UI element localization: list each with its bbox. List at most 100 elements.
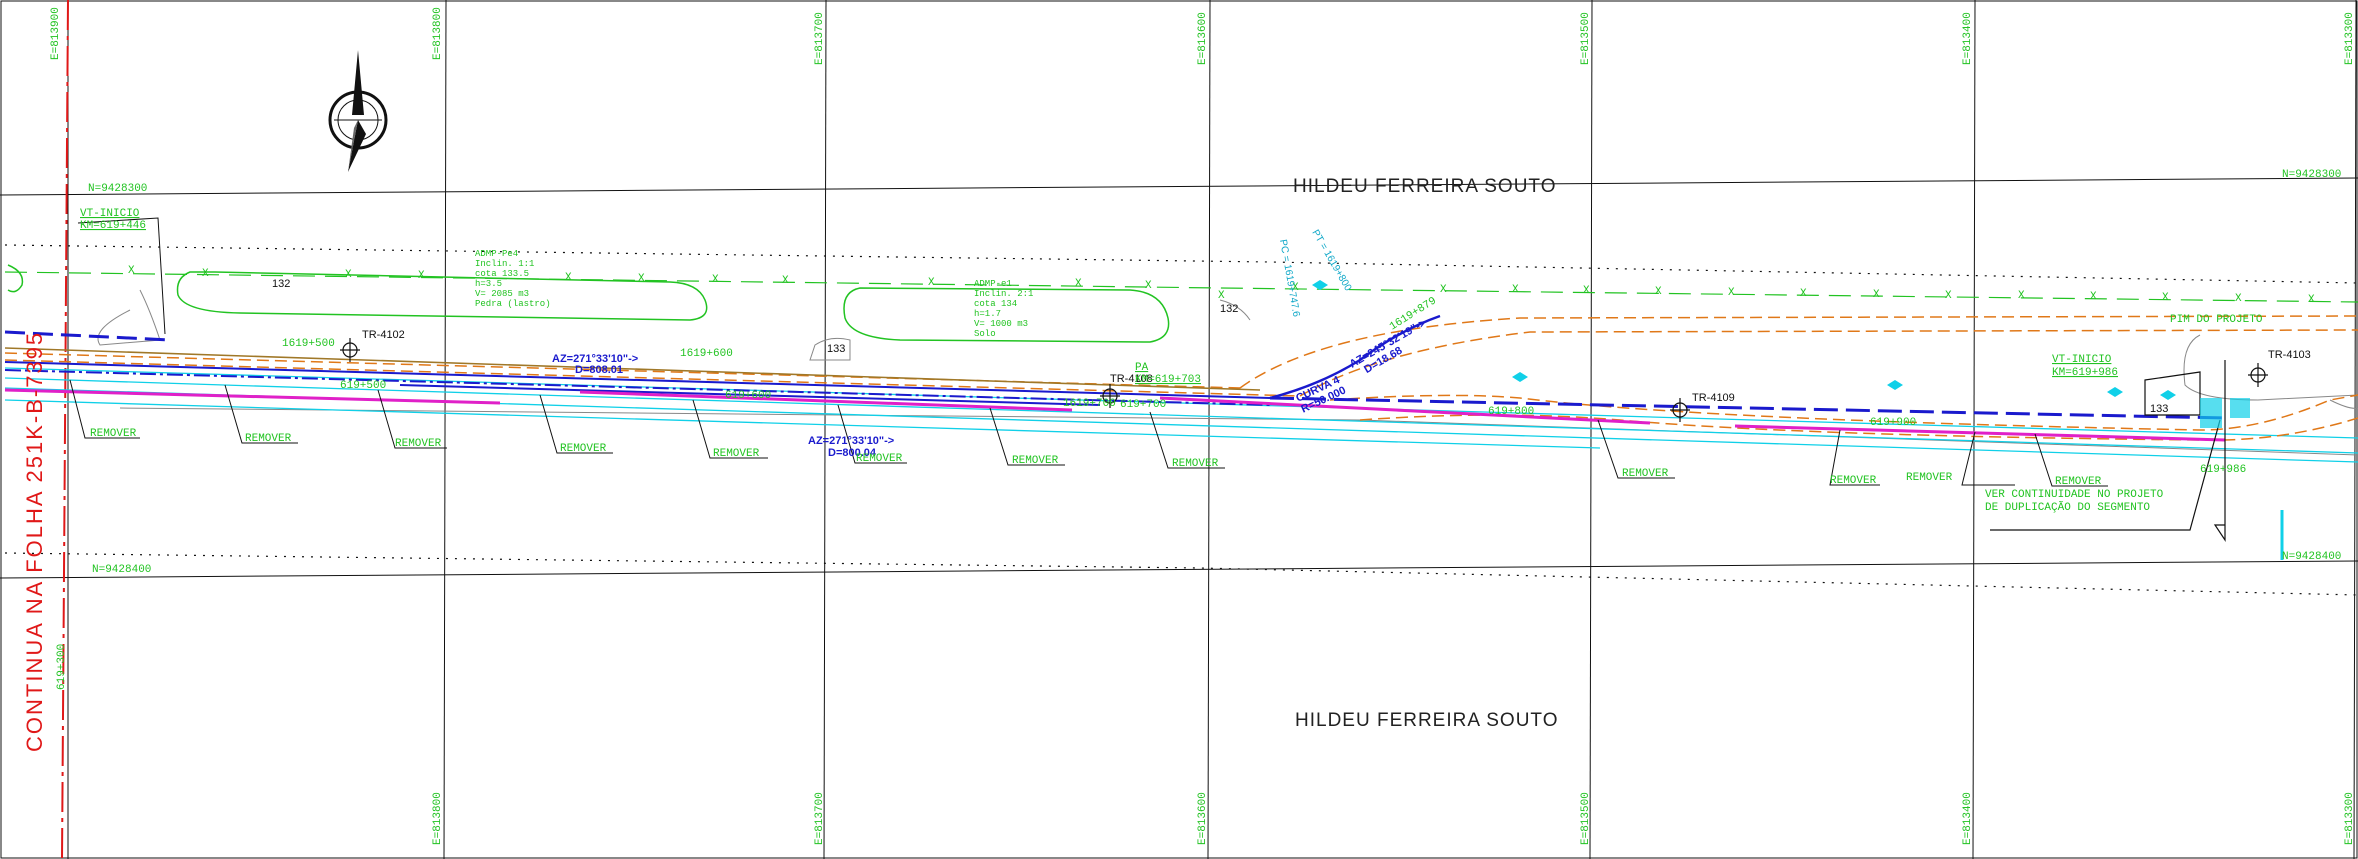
svg-text:X: X <box>2162 292 2169 304</box>
admp2-line: cota 134 <box>974 299 1017 309</box>
remover-label: REMOVER <box>856 453 903 465</box>
remover-label: REMOVER <box>1172 458 1219 470</box>
drainage-markers <box>1312 280 2176 400</box>
svg-text:X: X <box>928 277 935 289</box>
azimuth-label: AZ=271°33'10"-> <box>552 353 638 365</box>
alignment-lines <box>4 314 2226 420</box>
continuity-note: VER CONTINUIDADE NO PROJETO <box>1985 489 2164 501</box>
svg-text:X: X <box>712 274 719 286</box>
easting-label-bottom: E=813700 <box>814 792 826 845</box>
admp-area-1 <box>176 271 708 321</box>
hatched-structure <box>2200 398 2222 428</box>
contour-label: 132 <box>272 278 290 290</box>
svg-text:X: X <box>1512 284 1519 296</box>
property-boundary-lines <box>4 244 2358 596</box>
remover-label: REMOVER <box>2055 476 2102 488</box>
side-station-label: 619+300 <box>56 644 68 690</box>
northing-label: N=9428400 <box>92 564 151 576</box>
admp2-line: ADMP-e1 <box>974 279 1012 289</box>
easting-label-bottom: E=813400 <box>1962 792 1974 845</box>
svg-text:X: X <box>1292 282 1299 294</box>
admp2-line: Inclin. 2:1 <box>974 289 1033 299</box>
svg-text:X: X <box>418 270 425 282</box>
svg-text:X: X <box>202 268 209 280</box>
svg-text:X: X <box>565 272 572 284</box>
easting-label-bottom: E=813500 <box>1580 792 1592 845</box>
vt-start-title: VT-INICIO <box>80 208 140 220</box>
remover-label: REMOVER <box>90 428 137 440</box>
svg-text:X: X <box>345 269 352 281</box>
north-arrow-icon <box>328 50 388 172</box>
station-label: 619+700 <box>1120 399 1166 411</box>
match-line <box>61 0 69 859</box>
easting-label-top: E=813300 <box>2344 12 2356 65</box>
pa-title: PA <box>1135 362 1149 374</box>
admp1-line: Inclin. 1:1 <box>475 259 534 269</box>
station-label: 1619+700 <box>1063 398 1116 410</box>
distance-label: D=808.01 <box>575 364 623 376</box>
vt-start-km: KM=619+446 <box>80 220 146 232</box>
station-label: 1619+500 <box>282 338 335 350</box>
survey-point-label: TR-4108 <box>1110 373 1153 385</box>
svg-text:X: X <box>1145 280 1152 292</box>
easting-label-top: E=813700 <box>814 12 826 65</box>
remover-leaders <box>69 379 2108 487</box>
svg-text:X: X <box>2308 294 2315 306</box>
remover-label: REMOVER <box>1622 468 1669 480</box>
admp1-line: cota 133.5 <box>475 269 529 279</box>
easting-label-bottom: E=813300 <box>2344 792 2356 845</box>
hatched-structure-2 <box>2230 398 2250 418</box>
remover-label: REMOVER <box>245 433 292 445</box>
svg-text:X: X <box>782 275 789 287</box>
contour-label: 132 <box>1220 303 1238 315</box>
admp2-line: V= 1000 m3 <box>974 319 1028 329</box>
street-name-label: HILDEU FERREIRA SOUTO <box>1295 710 1558 731</box>
grid-vertical-lines <box>67 0 2357 859</box>
admp1-line: ADMP-Pe4 <box>475 249 518 259</box>
survey-point-label: TR-4102 <box>362 329 405 341</box>
remover-label: REMOVER <box>560 443 607 455</box>
station-label: 619+900 <box>1870 417 1916 429</box>
svg-text:X: X <box>1728 287 1735 299</box>
vt-end-title: VT-INICIO <box>2052 354 2112 366</box>
remover-label: REMOVER <box>1830 475 1877 487</box>
street-name-label: HILDEU FERREIRA SOUTO <box>1293 176 1556 197</box>
svg-text:X: X <box>1800 288 1807 300</box>
admp1-line: V= 2085 m3 <box>475 289 529 299</box>
svg-text:X: X <box>1218 290 1225 302</box>
northing-label: N=9428400 <box>2282 551 2341 563</box>
svg-text:X: X <box>638 273 645 285</box>
grid-horizontal-lines <box>0 177 2358 579</box>
existing-edge-line <box>4 347 1261 391</box>
remover-label: REMOVER <box>395 438 442 450</box>
easting-label-top: E=813600 <box>1197 12 1209 65</box>
survey-point-label: TR-4109 <box>1692 392 1735 404</box>
northing-label: N=9428300 <box>2282 169 2341 181</box>
easting-label-top: E=813800 <box>432 7 444 60</box>
svg-text:X: X <box>1583 285 1590 297</box>
pim-label: PIM DO PROJETO <box>2170 314 2263 326</box>
station-label: 619+500 <box>340 380 386 392</box>
removal-lines <box>4 388 2226 442</box>
distance-label: D=800.04 <box>828 447 877 459</box>
remover-label: REMOVER <box>713 448 760 460</box>
admp2-line: h=1.7 <box>974 309 1001 319</box>
svg-text:X: X <box>2090 291 2097 303</box>
fence-line <box>4 271 2358 303</box>
contour-label: 133 <box>2150 403 2168 415</box>
station-label: 619+600 <box>725 390 771 402</box>
easting-label-bottom: E=813800 <box>432 792 444 845</box>
northing-label: N=9428300 <box>88 183 147 195</box>
station-label: 619+800 <box>1488 406 1534 418</box>
svg-text:X: X <box>1075 278 1082 290</box>
survey-markers <box>340 338 2268 422</box>
easting-label-bottom: E=813600 <box>1197 792 1209 845</box>
svg-text:X: X <box>1440 284 1447 296</box>
svg-text:X: X <box>2235 293 2242 305</box>
contour-label: 133 <box>827 343 845 355</box>
station-label: 1619+600 <box>680 348 733 360</box>
remover-label: REMOVER <box>1906 472 1953 484</box>
admp-area-0 <box>7 264 24 293</box>
